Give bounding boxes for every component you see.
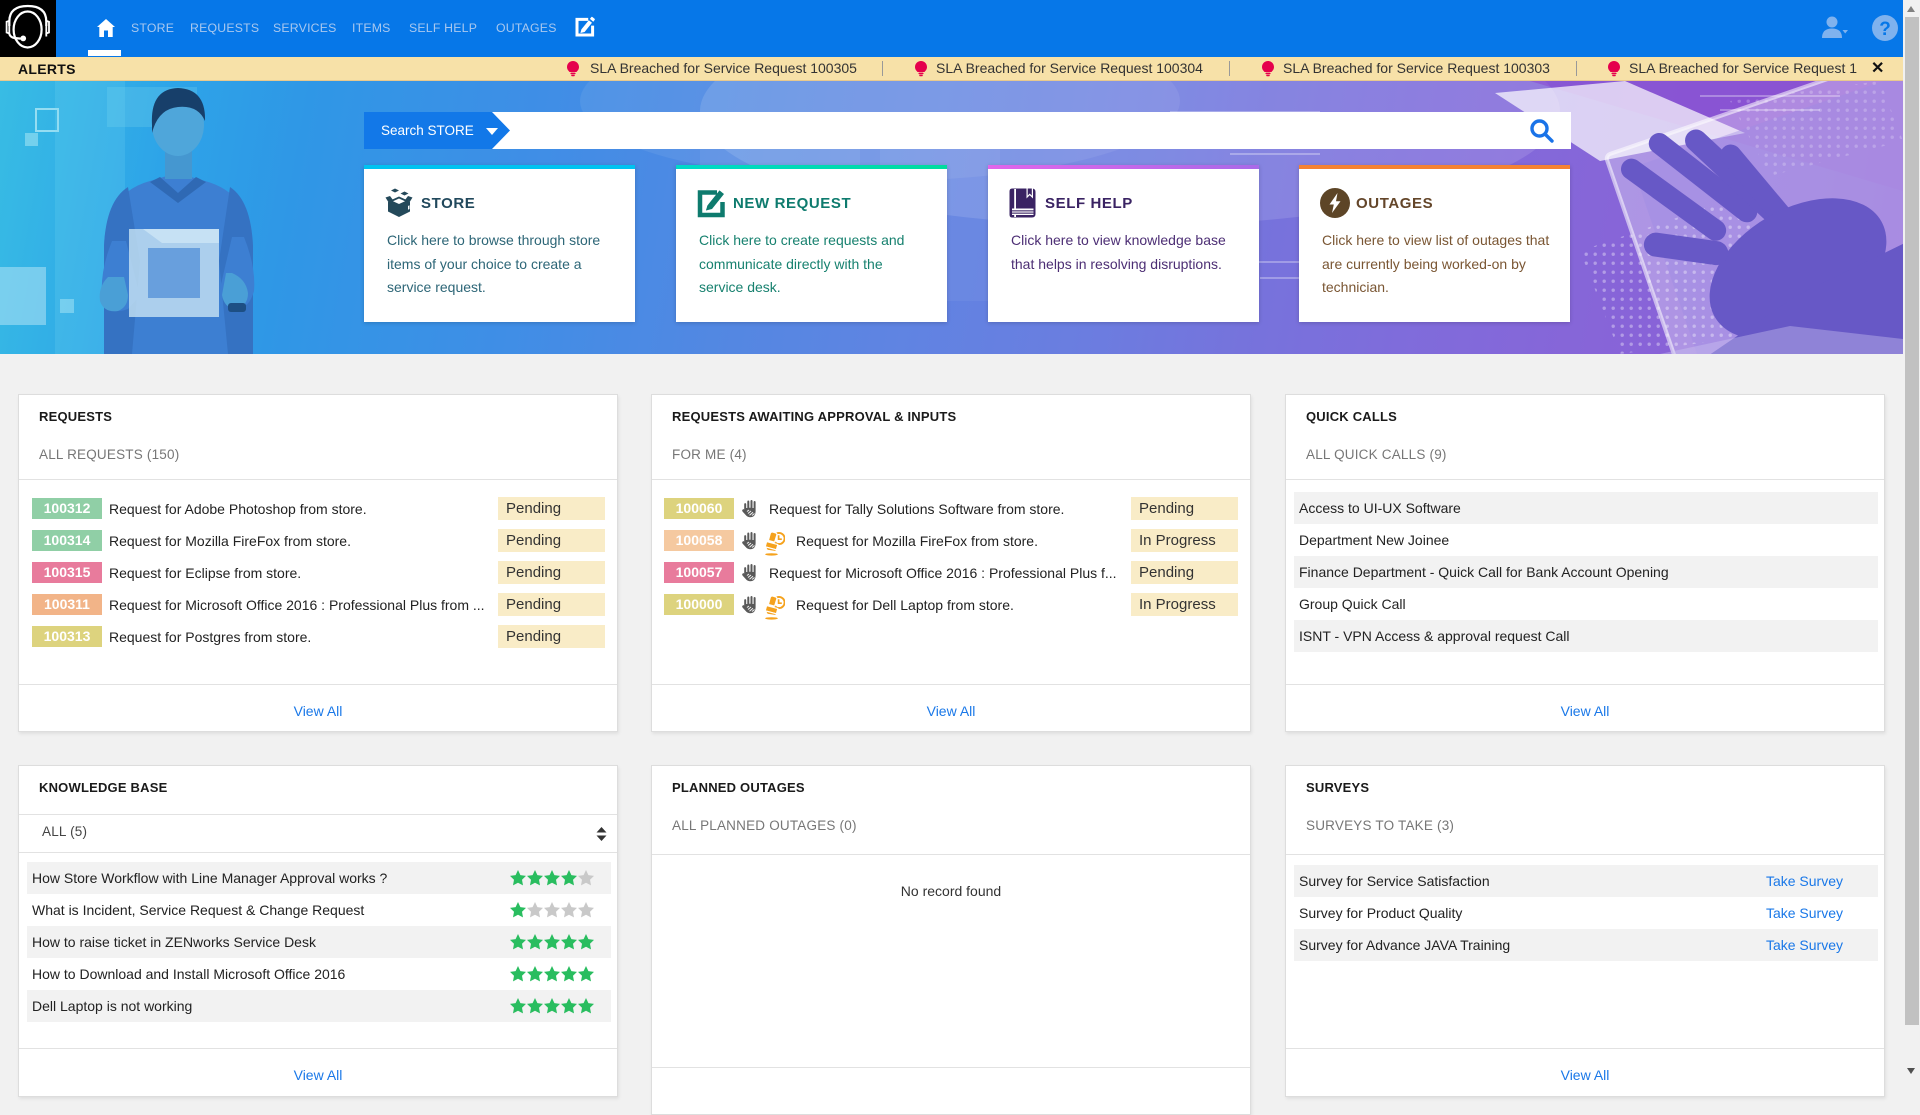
svg-text:?: ? [1879,19,1891,40]
